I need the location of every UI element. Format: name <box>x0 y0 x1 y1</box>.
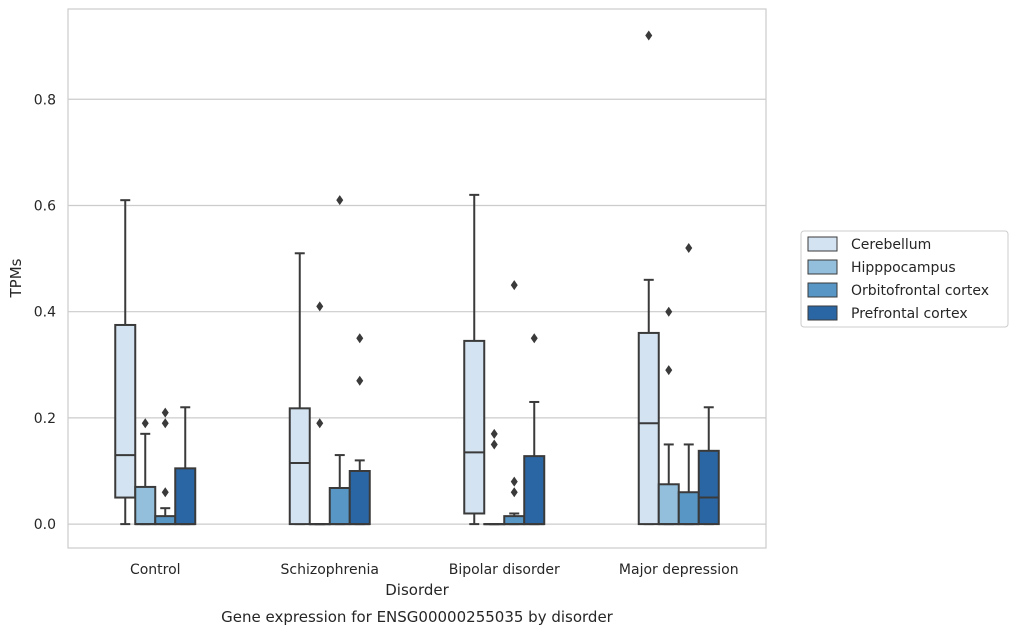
outlier-point <box>490 428 498 439</box>
outlier-point <box>510 476 518 487</box>
outlier-point <box>356 333 364 344</box>
legend-label: Cerebellum <box>851 237 931 253</box>
outlier-point <box>161 407 169 418</box>
legend-label: Orbitofrontal cortex <box>851 283 989 299</box>
y-axis-label: TPMs <box>7 258 25 298</box>
box-cerebellum <box>288 252 311 526</box>
legend-frame <box>800 230 1009 328</box>
y-tick-label: 0.4 <box>34 305 56 321</box>
box-body <box>697 449 720 526</box>
box-orbitofrontal-cortex <box>677 242 700 526</box>
x-tick-label: Control <box>130 562 181 578</box>
legend-label: Hipppocampus <box>851 260 956 276</box>
outlier-point <box>645 30 653 41</box>
box-cerebellum <box>114 199 137 526</box>
x-tick-label: Major depression <box>619 562 739 578</box>
outlier-point <box>510 280 518 291</box>
box-prefrontal-cortex <box>523 333 546 526</box>
legend-swatch <box>807 305 838 321</box>
box-series <box>114 30 720 526</box>
box-hipppocampus <box>134 418 157 526</box>
outlier-point <box>336 195 344 206</box>
x-axis-label: Disorder <box>385 581 449 599</box>
box-body <box>114 323 137 499</box>
outlier-point <box>141 418 149 429</box>
box-body <box>348 470 371 526</box>
y-tick-label: 0.2 <box>34 411 56 427</box>
legend: Cerebellum Hipppocampus Orbitofrontal cort… <box>800 230 1009 328</box>
legend-label: Prefrontal cortex <box>851 306 968 322</box>
outlier-point <box>161 487 169 498</box>
plot-area <box>67 8 767 549</box>
x-axis-ticks: Control Schizophrenia Bipolar disorder Majo… <box>130 562 739 578</box>
outlier-point <box>530 333 538 344</box>
box-body <box>523 455 546 526</box>
legend-swatch <box>807 282 838 298</box>
y-tick-label: 0.8 <box>34 92 56 108</box>
box-body <box>637 331 660 526</box>
outlier-point <box>510 487 518 498</box>
y-tick-label: 0.0 <box>34 517 56 533</box>
outlier-point <box>356 375 364 386</box>
y-axis-ticks: 0.0 0.2 0.4 0.6 0.8 <box>34 92 56 533</box>
box-orbitofrontal-cortex <box>154 407 177 526</box>
box-body <box>134 485 157 526</box>
box-body <box>154 515 177 526</box>
box-body <box>328 486 351 526</box>
box-cerebellum <box>637 30 660 526</box>
box-body <box>657 483 680 526</box>
outlier-point <box>685 242 693 253</box>
outlier-point <box>316 301 324 312</box>
box-prefrontal-cortex <box>697 406 720 526</box>
box-cerebellum <box>463 193 486 526</box>
outlier-point <box>490 439 498 450</box>
legend-swatch <box>807 259 838 275</box>
chart-caption: Gene expression for ENSG00000255035 by d… <box>221 608 614 626</box>
box-body <box>288 407 311 526</box>
x-tick-label: Schizophrenia <box>281 562 379 578</box>
box-body <box>463 339 486 515</box>
y-tick-label: 0.6 <box>34 198 56 214</box>
box-hipppocampus <box>657 306 680 526</box>
x-tick-label: Bipolar disorder <box>449 562 560 578</box>
outlier-point <box>665 306 673 317</box>
box-body <box>503 515 526 526</box>
box-body <box>677 491 700 526</box>
box-prefrontal-cortex <box>348 333 371 526</box>
box-prefrontal-cortex <box>174 406 197 526</box>
box-body <box>174 467 197 526</box>
outlier-point <box>316 418 324 429</box>
outlier-point <box>665 365 673 376</box>
legend-swatch <box>807 236 838 252</box>
outlier-point <box>161 418 169 429</box>
